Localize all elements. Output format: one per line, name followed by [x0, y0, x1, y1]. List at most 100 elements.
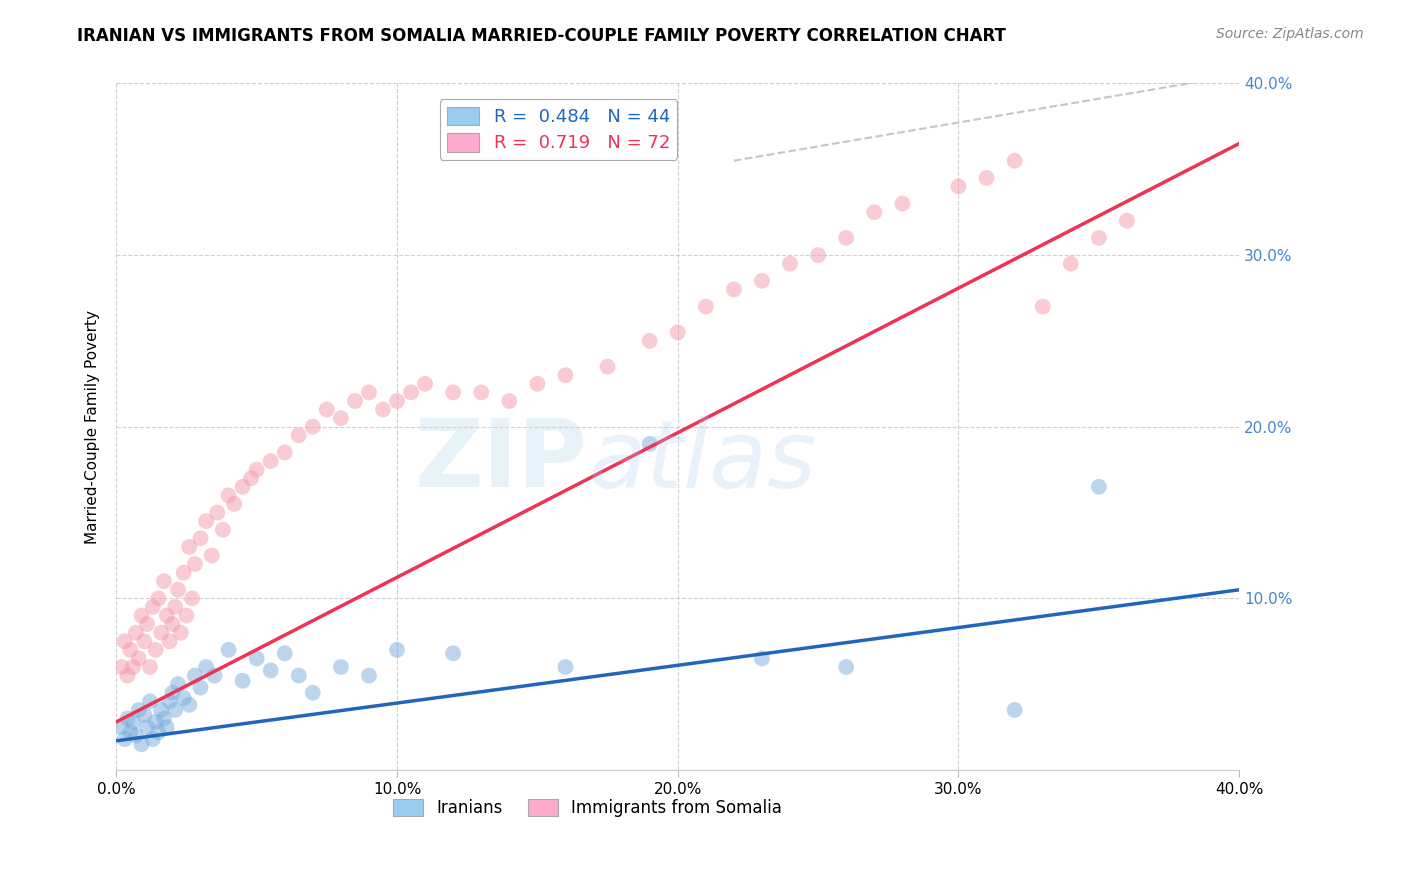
Point [153, 574, 176, 589]
Point [195, 514, 218, 528]
Point [111, 660, 134, 674]
Point [125, 625, 148, 640]
Point [145, 643, 167, 657]
Point [195, 660, 218, 674]
Point [120, 725, 142, 739]
Point [176, 608, 198, 623]
Point [498, 394, 520, 409]
Point [246, 651, 269, 665]
Point [136, 720, 159, 734]
Point [1032, 300, 1054, 314]
Point [139, 660, 162, 674]
Point [835, 231, 858, 245]
Point [167, 677, 190, 691]
Point [136, 617, 159, 632]
Point [131, 608, 153, 623]
Point [343, 394, 366, 409]
Point [329, 660, 352, 674]
Point [134, 634, 156, 648]
Point [863, 205, 886, 219]
Point [111, 720, 134, 734]
Point [167, 582, 190, 597]
Point [128, 703, 150, 717]
Point [246, 462, 269, 476]
Point [891, 196, 914, 211]
Point [207, 506, 229, 520]
Point [148, 591, 170, 606]
Point [413, 376, 436, 391]
Point [173, 690, 195, 705]
Point [273, 445, 295, 459]
Point [165, 703, 187, 717]
Point [273, 646, 295, 660]
Point [117, 711, 139, 725]
Point [301, 686, 323, 700]
Point [948, 179, 970, 194]
Point [156, 720, 179, 734]
Point [162, 617, 184, 632]
Point [173, 566, 195, 580]
Point [145, 714, 167, 729]
Point [153, 711, 176, 725]
Point [150, 703, 173, 717]
Point [779, 257, 801, 271]
Point [179, 540, 201, 554]
Point [329, 411, 352, 425]
Point [240, 471, 263, 485]
Point [1060, 257, 1083, 271]
Point [1088, 231, 1111, 245]
Point [385, 643, 408, 657]
Point [260, 664, 283, 678]
Point [399, 385, 422, 400]
Point [976, 170, 998, 185]
Point [156, 608, 179, 623]
Point [357, 668, 380, 682]
Point [232, 673, 254, 688]
Point [638, 437, 661, 451]
Point [204, 668, 226, 682]
Point [287, 668, 309, 682]
Point [357, 385, 380, 400]
Point [212, 523, 235, 537]
Point [148, 725, 170, 739]
Point [666, 326, 689, 340]
Point [751, 274, 773, 288]
Point [554, 368, 576, 383]
Point [1116, 213, 1139, 227]
Point [315, 402, 337, 417]
Point [150, 625, 173, 640]
Point [807, 248, 830, 262]
Point [385, 394, 408, 409]
Point [181, 591, 204, 606]
Point [201, 549, 224, 563]
Point [170, 625, 193, 640]
Point [142, 732, 165, 747]
Point [125, 729, 148, 743]
Point [751, 651, 773, 665]
Point [184, 668, 207, 682]
Point [218, 488, 240, 502]
Point [165, 599, 187, 614]
Y-axis label: Married-Couple Family Poverty: Married-Couple Family Poverty [86, 310, 100, 544]
Point [1088, 480, 1111, 494]
Point [224, 497, 246, 511]
Text: Source: ZipAtlas.com: Source: ZipAtlas.com [1216, 27, 1364, 41]
Point [117, 668, 139, 682]
Point [122, 714, 145, 729]
Legend: Iranians, Immigrants from Somalia: Iranians, Immigrants from Somalia [387, 792, 789, 823]
Point [638, 334, 661, 348]
Point [723, 282, 745, 296]
Text: ZIP: ZIP [415, 415, 588, 507]
Point [218, 643, 240, 657]
Point [159, 694, 181, 708]
Text: IRANIAN VS IMMIGRANTS FROM SOMALIA MARRIED-COUPLE FAMILY POVERTY CORRELATION CHA: IRANIAN VS IMMIGRANTS FROM SOMALIA MARRI… [77, 27, 1007, 45]
Point [128, 651, 150, 665]
Text: atlas: atlas [588, 416, 815, 507]
Point [184, 557, 207, 571]
Point [554, 660, 576, 674]
Point [122, 660, 145, 674]
Point [232, 480, 254, 494]
Point [526, 376, 548, 391]
Point [190, 681, 212, 695]
Point [1004, 703, 1026, 717]
